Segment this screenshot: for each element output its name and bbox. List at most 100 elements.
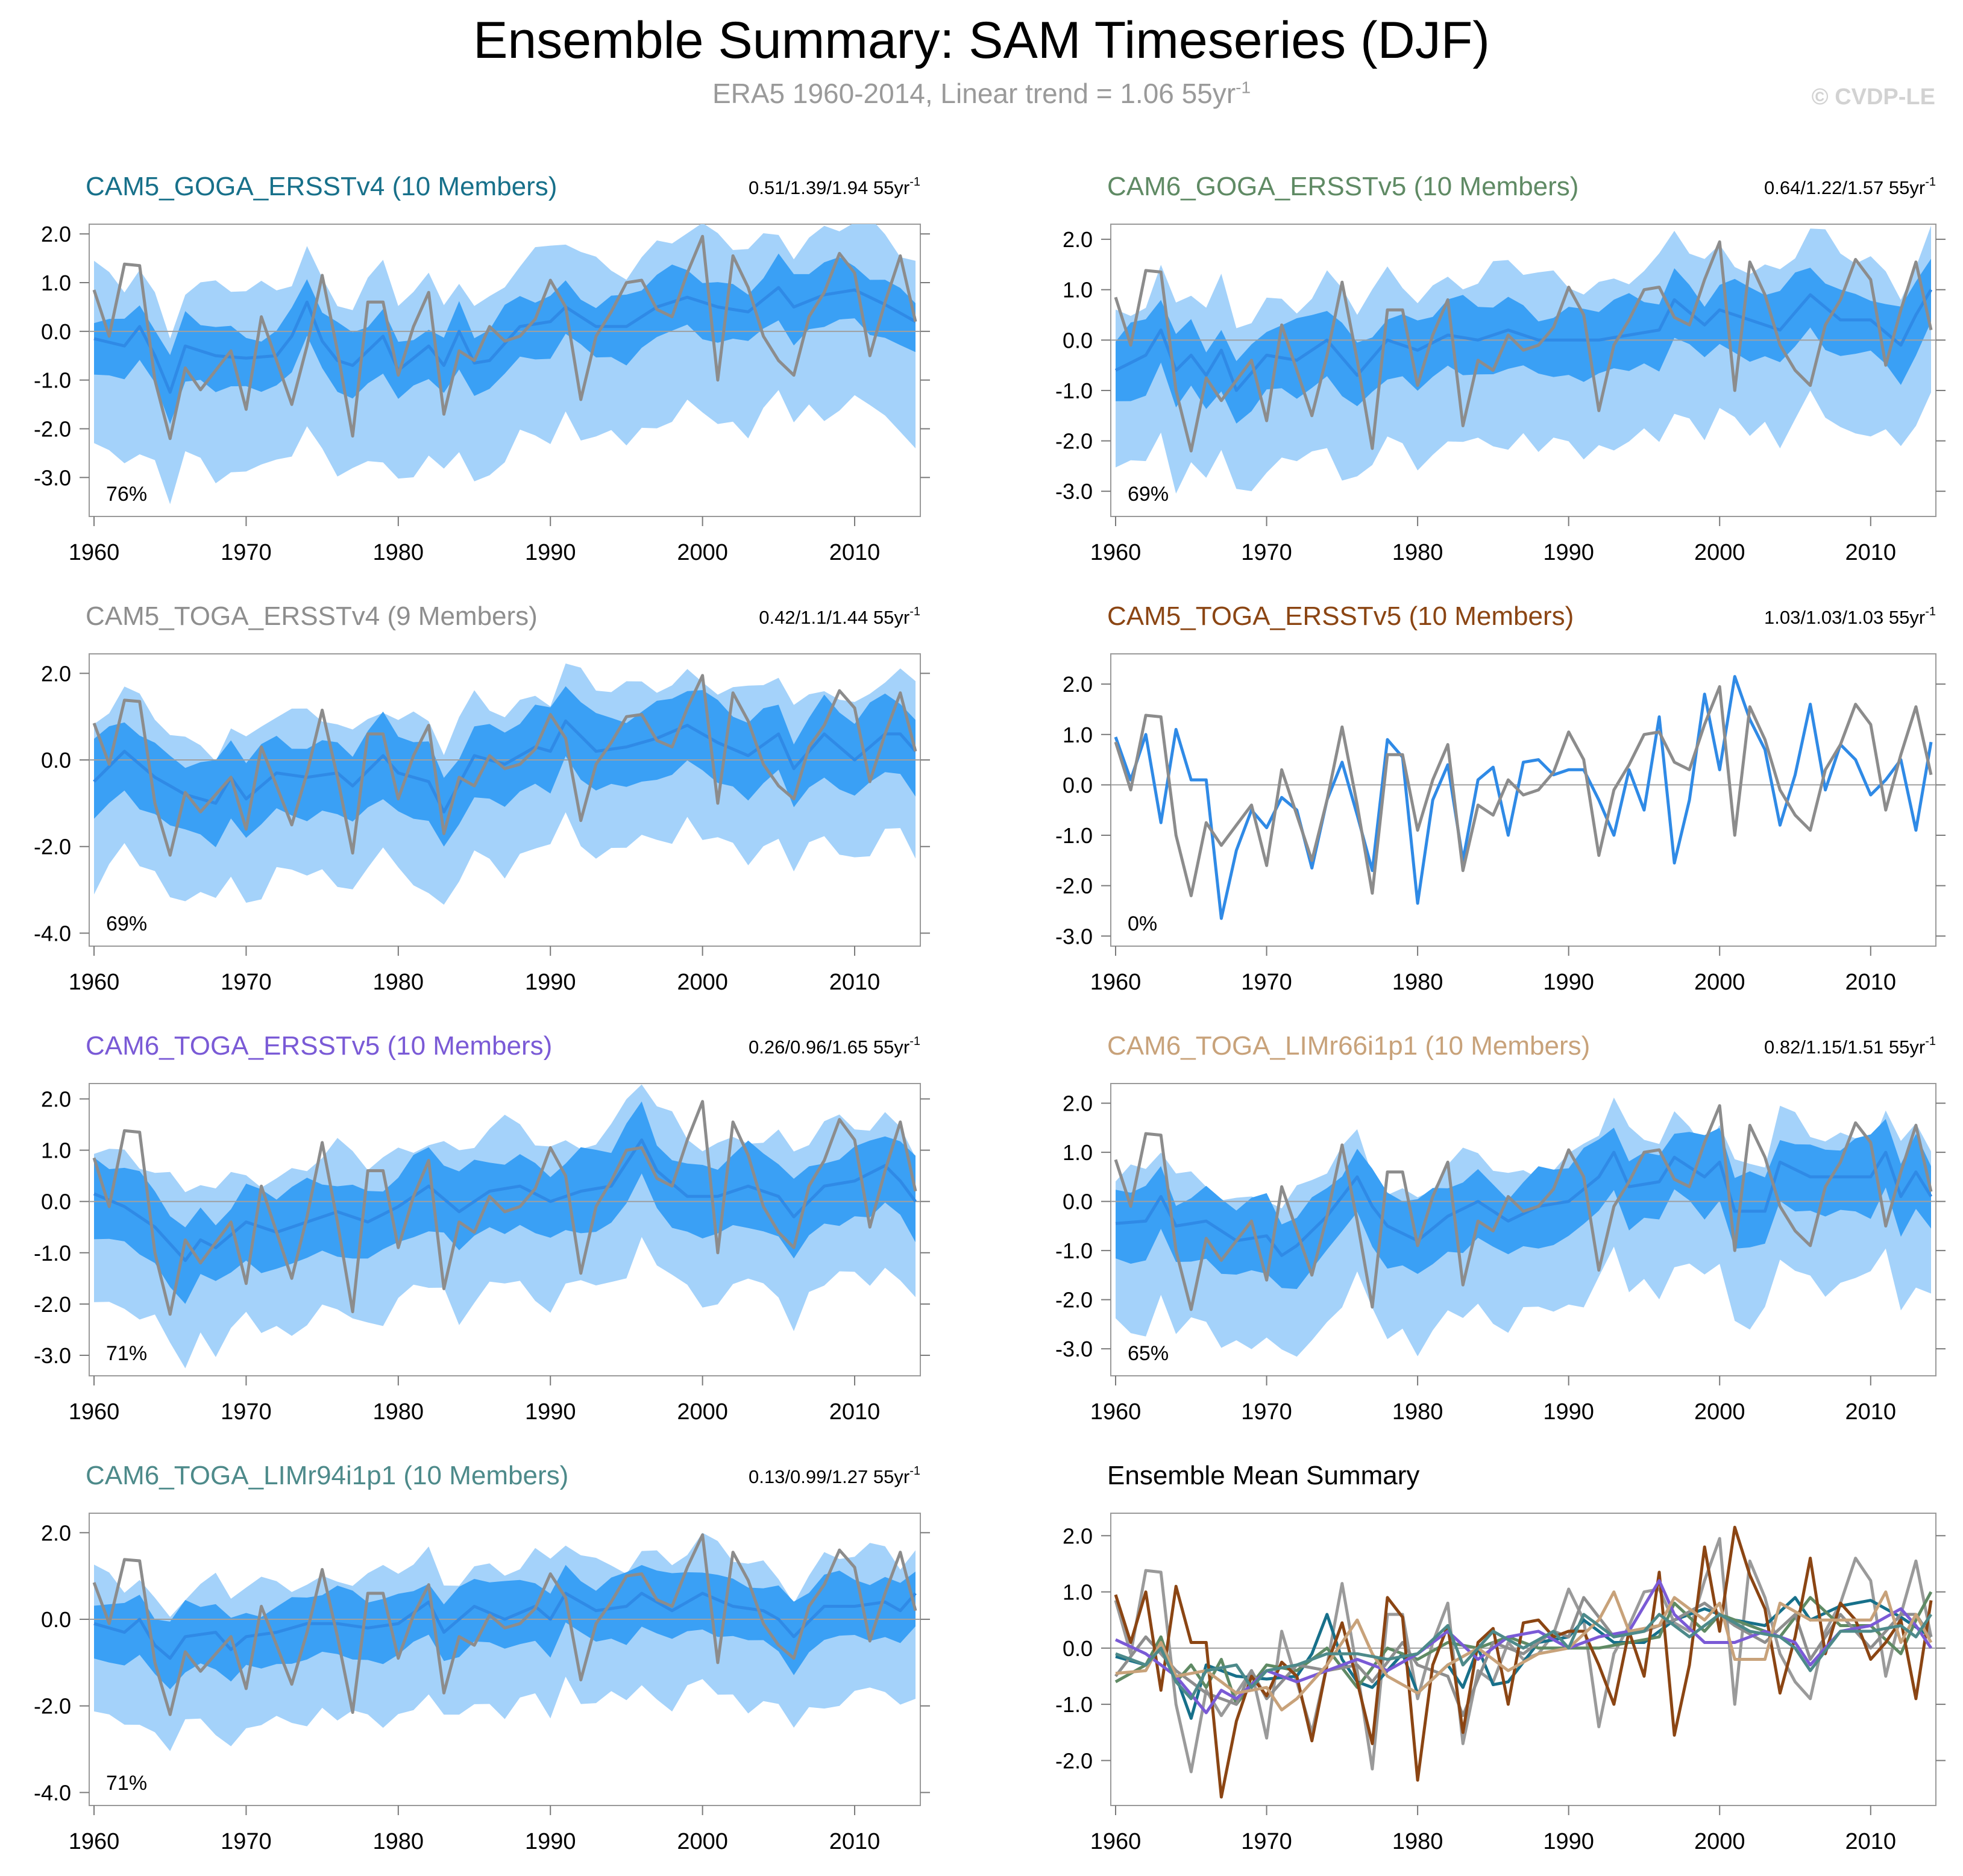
x-tick-label: 1990 — [1543, 540, 1594, 565]
percent-label: 69% — [1128, 483, 1169, 506]
y-tick-label: -2.0 — [34, 417, 71, 442]
observations-line — [92, 1100, 917, 1316]
plot-area — [1111, 1525, 1936, 1799]
series-line — [1114, 1596, 1933, 1718]
plot-frame — [89, 653, 921, 947]
x-tick-label: 1980 — [373, 1399, 424, 1425]
y-tick-label: -2.0 — [1055, 1748, 1093, 1773]
x-tick-label: 1960 — [1090, 540, 1142, 565]
credit-label: © CVDP-LE — [1811, 84, 1935, 110]
y-tick-label: 1.0 — [1063, 1140, 1093, 1165]
panel-title: CAM6_TOGA_LIMr94i1p1 (10 Members) — [86, 1461, 568, 1490]
x-tick-label: 2010 — [829, 1829, 881, 1854]
percent-label: 71% — [106, 1342, 147, 1365]
figure-subtitle: ERA5 1960-2014, Linear trend = 1.06 55yr… — [0, 77, 1963, 110]
x-tick-label: 1990 — [525, 1829, 576, 1854]
panel-title: CAM6_TOGA_LIMr66i1p1 (10 Members) — [1107, 1031, 1590, 1061]
subtitle-superscript: -1 — [1236, 78, 1251, 97]
trend-value: 0.82/1.15/1.51 55yr — [1764, 1037, 1925, 1058]
y-tick-label: 2.0 — [41, 1087, 71, 1112]
observations-line — [1114, 240, 1933, 453]
x-tick-label: 2000 — [1694, 540, 1745, 565]
y-tick-label: -4.0 — [34, 1780, 71, 1805]
x-tick-label: 2000 — [1694, 1399, 1745, 1425]
x-tick-label: 1980 — [373, 1829, 424, 1854]
y-tick-label: 1.0 — [41, 271, 71, 295]
observations-line — [92, 234, 917, 441]
y-tick-label: 1.0 — [41, 1138, 71, 1163]
panel-title: CAM5_GOGA_ERSSTv4 (10 Members) — [86, 172, 557, 201]
x-tick-label: 1960 — [1090, 1829, 1142, 1854]
y-tick-label: 1.0 — [1063, 278, 1093, 303]
y-tick-label: 0.0 — [41, 319, 71, 344]
y-tick-label: -2.0 — [34, 1292, 71, 1317]
plot-frame — [89, 224, 921, 517]
plot-frame — [1110, 224, 1936, 517]
percent-label: 69% — [106, 912, 147, 935]
x-tick-label: 2000 — [677, 540, 728, 565]
ensemble-mean-line — [93, 1592, 917, 1660]
trend-superscript: -1 — [1925, 1035, 1936, 1048]
plot-area — [89, 224, 920, 504]
x-tick-label: 1990 — [1543, 970, 1594, 995]
figure-title: Ensemble Summary: SAM Timeseries (DJF) — [473, 11, 1490, 69]
observations-line — [1114, 1104, 1933, 1311]
x-tick-label: 2010 — [1845, 540, 1897, 565]
y-tick-label: 0.0 — [41, 1190, 71, 1214]
x-tick-label: 1990 — [525, 1399, 576, 1425]
x-tick-label: 2000 — [1694, 1829, 1745, 1854]
x-tick-label: 1960 — [69, 540, 120, 565]
chart-panel: CAM6_TOGA_ERSSTv5 (10 Members) 0.26/0.96/… — [34, 1031, 930, 1425]
y-tick-label: 2.0 — [1063, 1523, 1093, 1548]
x-tick-label: 1980 — [373, 540, 424, 565]
x-tick-label: 1960 — [1090, 970, 1142, 995]
plot-area — [1111, 225, 1936, 494]
x-tick-label: 1960 — [69, 1829, 120, 1854]
y-tick-label: 0.0 — [1063, 328, 1093, 353]
panel-title: CAM5_TOGA_ERSSTv4 (9 Members) — [86, 601, 538, 631]
observations-line — [92, 674, 917, 857]
y-tick-label: -3.0 — [34, 465, 71, 490]
percent-label: 76% — [106, 483, 147, 506]
spread-band-inner — [1116, 259, 1931, 424]
panel-title: CAM6_TOGA_ERSSTv5 (10 Members) — [86, 1031, 552, 1061]
chart-panel: CAM6_GOGA_ERSSTv5 (10 Members) 0.64/1.22/… — [1055, 172, 1946, 565]
y-tick-label: -3.0 — [1055, 1337, 1093, 1361]
x-tick-label: 1970 — [1241, 1829, 1292, 1854]
x-tick-label: 1960 — [1090, 1399, 1142, 1425]
trend-value: 0.42/1.1/1.44 55yr — [759, 607, 909, 628]
y-tick-label: -3.0 — [1055, 924, 1093, 949]
y-tick-label: 0.0 — [41, 748, 71, 773]
plot-frame — [1110, 1513, 1936, 1806]
y-tick-label: -2.0 — [34, 1694, 71, 1719]
y-tick-label: 0.0 — [41, 1607, 71, 1632]
x-tick-label: 1990 — [1543, 1399, 1594, 1425]
trend-value: 0.13/0.99/1.27 55yr — [749, 1466, 909, 1487]
ensemble-mean-line — [93, 1138, 917, 1263]
trend-superscript: -1 — [909, 605, 920, 618]
series-line — [1114, 1525, 1933, 1799]
y-tick-label: -1.0 — [34, 1241, 71, 1266]
y-tick-label: -3.0 — [1055, 479, 1093, 504]
x-tick-label: 1980 — [1392, 1399, 1443, 1425]
trend-superscript: -1 — [1925, 175, 1936, 189]
plot-frame — [1110, 1083, 1936, 1376]
trend-value: 1.03/1.03/1.03 55yr — [1764, 607, 1925, 628]
x-tick-label: 2000 — [1694, 970, 1745, 995]
trend-superscript: -1 — [1925, 605, 1936, 618]
trend-superscript: -1 — [909, 175, 920, 189]
y-tick-label: -1.0 — [1055, 1238, 1093, 1263]
plot-frame — [89, 1513, 921, 1806]
x-tick-label: 1960 — [69, 1399, 120, 1425]
subtitle-text: ERA5 1960-2014, Linear trend = 1.06 55yr — [712, 78, 1236, 109]
series-line — [1114, 1579, 1933, 1714]
y-tick-label: 0.0 — [1063, 1636, 1093, 1661]
trend-text: 0.26/0.96/1.65 55yr-1 — [749, 1035, 920, 1058]
y-tick-label: 2.0 — [1063, 1091, 1093, 1116]
x-tick-label: 1980 — [1392, 540, 1443, 565]
percent-label: 0% — [1128, 912, 1157, 935]
y-tick-label: -1.0 — [34, 368, 71, 393]
x-tick-label: 1970 — [221, 970, 272, 995]
x-tick-label: 1970 — [221, 540, 272, 565]
